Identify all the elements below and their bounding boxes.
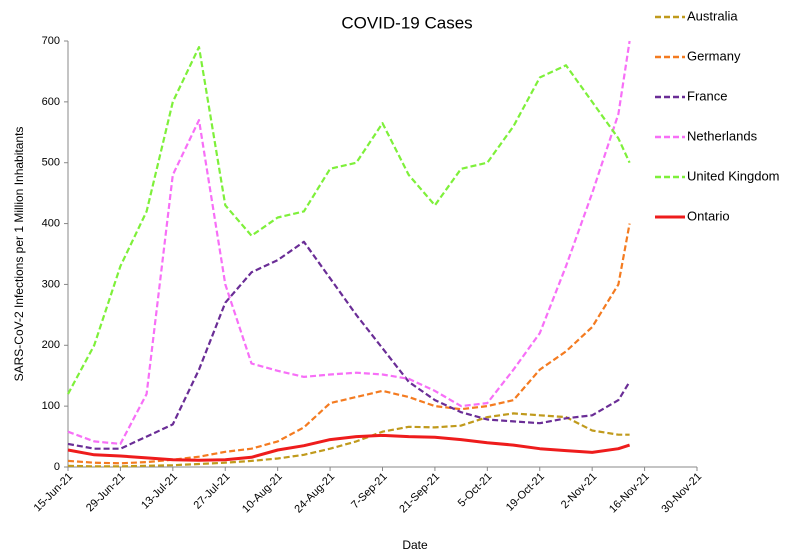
x-axis-title: Date [402,538,428,552]
y-tick-label: 600 [42,96,60,108]
legend-label: Australia [687,8,738,23]
x-tick-label: 15-Jun-21 [32,471,76,515]
series-line [67,412,630,468]
legend-label: Ontario [687,208,730,223]
x-tick-label: 21-Sep-21 [397,471,442,516]
y-axis-title: SARS-CoV-2 Infections per 1 Million Inha… [12,127,26,382]
x-tick-label: 5-Oct-21 [456,471,495,510]
legend-label: Netherlands [687,128,758,143]
x-tick-label: 24-Aug-21 [292,471,337,516]
chart-title: COVID-19 Cases [341,13,472,32]
x-tick-label: 30-Nov-21 [659,471,704,516]
series-line [67,433,631,462]
y-tick-label: 500 [42,157,60,169]
legend-label: United Kingdom [687,168,780,183]
series-line [67,46,631,395]
legend-label: Germany [687,48,741,63]
x-tick-label: 2-Nov-21 [559,471,599,511]
series-line [67,240,631,450]
x-tick-label: 7-Sep-21 [349,471,389,511]
x-tick-label: 27-Jul-21 [192,471,233,512]
x-tick-label: 19-Oct-21 [504,471,547,514]
legend-label: France [687,88,727,103]
series-line [67,40,631,445]
y-tick-label: 400 [42,217,60,229]
x-tick-label: 13-Jul-21 [139,471,180,512]
x-tick-label: 10-Aug-21 [240,471,285,516]
y-tick-label: 700 [42,35,60,47]
y-tick-label: 0 [54,461,60,473]
y-tick-label: 200 [42,339,60,351]
x-tick-label: 16-Nov-21 [607,471,652,516]
x-tick-label: 29-Jun-21 [84,471,128,515]
y-tick-label: 100 [42,400,60,412]
y-tick-label: 300 [42,278,60,290]
series-line [67,223,631,465]
